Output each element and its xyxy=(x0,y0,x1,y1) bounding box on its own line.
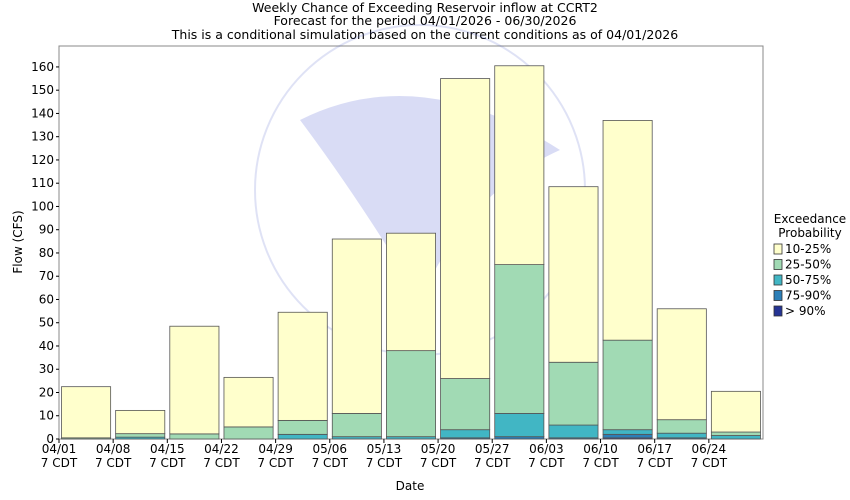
chart-title: Weekly Chance of Exceeding Reservoir inf… xyxy=(252,0,598,15)
legend-label: 25-50% xyxy=(785,257,831,271)
y-tick-label: 40 xyxy=(39,338,54,352)
x-tick-label: 04/22 7 CDT xyxy=(203,442,240,470)
bar-segment xyxy=(277,419,328,435)
y-tick-label: 60 xyxy=(39,292,54,306)
y-tick-label: 130 xyxy=(31,129,54,143)
y-tick-label: 90 xyxy=(39,222,54,236)
bar-segment xyxy=(440,378,491,431)
y-tick-label: 150 xyxy=(31,83,54,97)
bar-segment xyxy=(602,339,653,431)
bar-segment xyxy=(548,424,599,439)
bar-segment xyxy=(223,426,274,440)
y-tick-label: 110 xyxy=(31,176,54,190)
bar-segment xyxy=(548,361,599,426)
legend-label: 50-75% xyxy=(785,273,831,287)
bar-segment xyxy=(277,311,328,421)
legend-swatch xyxy=(773,259,783,270)
bar-segment xyxy=(169,433,220,440)
bar-segment xyxy=(223,376,274,428)
bar-segment xyxy=(277,433,328,440)
x-tick-label: 06/03 7 CDT xyxy=(528,442,565,470)
legend-label: 75-90% xyxy=(785,288,831,302)
bar-segment xyxy=(440,78,491,379)
y-tick-label: 30 xyxy=(39,362,54,376)
bar-segment xyxy=(115,433,166,438)
y-tick-label: 140 xyxy=(31,106,54,120)
bar-segment xyxy=(710,435,761,440)
bar-segment xyxy=(710,390,761,433)
y-tick-label: 10 xyxy=(39,408,54,422)
bar-segment xyxy=(386,232,436,352)
x-tick-label: 06/24 7 CDT xyxy=(691,442,728,470)
y-tick-label: 160 xyxy=(31,59,54,73)
x-tick-label: 05/27 7 CDT xyxy=(474,442,511,470)
x-tick-label: 04/29 7 CDT xyxy=(257,442,294,470)
x-tick-label: 06/17 7 CDT xyxy=(636,442,673,470)
bar-segment xyxy=(386,350,436,438)
y-tick-label: 70 xyxy=(39,269,54,283)
y-tick-label: 120 xyxy=(31,152,54,166)
chart-subtitle: Forecast for the period 04/01/2026 - 06/… xyxy=(274,13,577,28)
legend-swatch xyxy=(773,243,783,255)
bar-segment xyxy=(440,429,491,439)
bar-segment xyxy=(710,431,761,436)
bar-segment xyxy=(169,325,220,435)
bar-segment xyxy=(494,413,545,438)
x-axis-label: Date xyxy=(396,479,425,493)
bar-segment xyxy=(602,433,653,439)
x-tick-label: 04/08 7 CDT xyxy=(95,442,132,470)
legend-label: > 90% xyxy=(785,304,826,318)
bar-segment xyxy=(656,308,707,421)
y-tick-label: 100 xyxy=(31,199,54,213)
x-tick-label: 05/06 7 CDT xyxy=(312,442,349,470)
bar-segment xyxy=(331,413,382,438)
bar-segment xyxy=(656,419,707,434)
x-tick-label: 05/20 7 CDT xyxy=(420,442,457,470)
x-tick-label: 04/15 7 CDT xyxy=(149,442,186,470)
bar-segment xyxy=(656,432,707,439)
bar-segment xyxy=(115,409,166,435)
bar-segment xyxy=(602,120,653,341)
bar-segment xyxy=(548,186,599,363)
y-tick-label: 80 xyxy=(39,245,54,259)
bar-segment xyxy=(602,429,653,435)
y-axis-label: Flow (CFS) xyxy=(11,210,25,273)
x-tick-label: 04/01 7 CDT xyxy=(41,442,78,470)
x-tick-label: 06/10 7 CDT xyxy=(582,442,619,470)
bar-segment xyxy=(494,65,545,265)
y-tick-label: 0 xyxy=(46,432,54,446)
legend-swatch xyxy=(773,305,783,317)
y-tick-label: 20 xyxy=(39,385,54,399)
chart-subtitle: This is a conditional simulation based o… xyxy=(171,27,678,42)
bar-segment xyxy=(61,386,112,439)
bar-segment xyxy=(331,238,382,414)
x-tick-label: 05/13 7 CDT xyxy=(366,442,403,470)
legend-swatch xyxy=(773,274,783,286)
bar-segment xyxy=(494,264,545,414)
legend-swatch xyxy=(773,290,783,301)
y-tick-label: 50 xyxy=(39,315,54,329)
legend-label: 10-25% xyxy=(785,242,831,256)
legend-title: Exceedance Probability xyxy=(774,212,846,240)
